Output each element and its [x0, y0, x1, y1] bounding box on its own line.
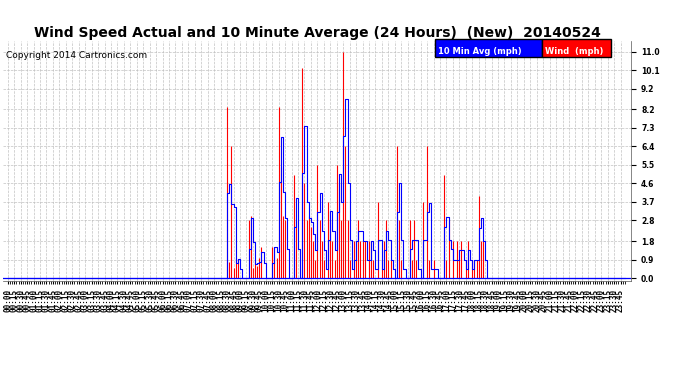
Text: Copyright 2014 Cartronics.com: Copyright 2014 Cartronics.com — [6, 51, 147, 60]
Text: Wind  (mph): Wind (mph) — [545, 46, 604, 56]
Text: 10 Min Avg (mph): 10 Min Avg (mph) — [438, 46, 522, 56]
Title: Wind Speed Actual and 10 Minute Average (24 Hours)  (New)  20140524: Wind Speed Actual and 10 Minute Average … — [34, 26, 601, 40]
